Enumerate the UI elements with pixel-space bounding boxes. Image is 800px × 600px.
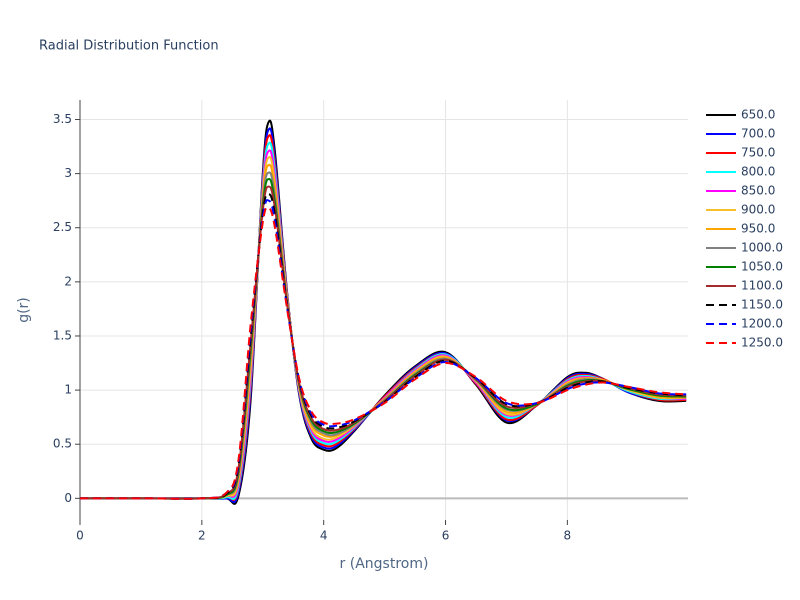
y-tick-label: 1 xyxy=(64,383,72,397)
legend-label[interactable]: 650.0 xyxy=(741,108,775,122)
y-tick-label: 2.5 xyxy=(53,220,72,234)
legend-label[interactable]: 900.0 xyxy=(741,203,775,217)
grid: 0 2 4 6 8 0 0.5 1 1.5 2 2.5 3 3.5 xyxy=(53,100,688,543)
legend-label[interactable]: 800.0 xyxy=(741,165,775,179)
legend-label[interactable]: 950.0 xyxy=(741,222,775,236)
x-tick-label: 0 xyxy=(76,529,84,543)
legend-label[interactable]: 1200.0 xyxy=(741,317,783,331)
legend-label[interactable]: 1050.0 xyxy=(741,260,783,274)
series-line xyxy=(80,199,687,500)
legend-label[interactable]: 1100.0 xyxy=(741,279,783,293)
plot-area xyxy=(80,119,687,505)
legend-label[interactable]: 700.0 xyxy=(741,127,775,141)
x-tick-label: 6 xyxy=(442,529,450,543)
y-tick-label: 3.5 xyxy=(53,112,72,126)
x-tick-label: 2 xyxy=(198,529,206,543)
y-tick-label: 3 xyxy=(64,166,72,180)
x-tick-label: 8 xyxy=(564,529,572,543)
y-tick-label: 0 xyxy=(64,491,72,505)
y-tick-label: 0.5 xyxy=(53,437,72,451)
series-line xyxy=(80,192,687,500)
series-line xyxy=(80,206,687,500)
legend-label[interactable]: 1000.0 xyxy=(741,241,783,255)
y-tick-label: 1.5 xyxy=(53,328,72,342)
chart-title: Radial Distribution Function xyxy=(39,39,219,54)
x-tick-label: 4 xyxy=(320,529,328,543)
legend-label[interactable]: 1150.0 xyxy=(741,298,783,312)
x-axis-title: r (Angstrom) xyxy=(340,556,429,572)
legend: 650.0 700.0 750.0 800.0 850.0 900.0 950.0 1000.… xyxy=(706,108,783,350)
y-tick-label: 2 xyxy=(64,274,72,288)
legend-label[interactable]: 1250.0 xyxy=(741,336,783,350)
legend-label[interactable]: 750.0 xyxy=(741,146,775,160)
legend-label[interactable]: 850.0 xyxy=(741,184,775,198)
y-axis-title: g(r) xyxy=(16,297,32,323)
